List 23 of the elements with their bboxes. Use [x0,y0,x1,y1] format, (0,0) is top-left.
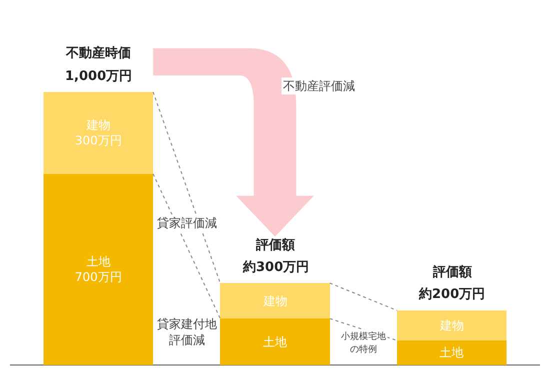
data-label: 建物 300万円 [74,118,122,148]
total-label: 1,000万円 [65,69,132,84]
annotation: 評価額 [255,237,295,253]
bar [220,318,330,365]
annotation: 評価額 [432,264,472,280]
total-label: 約300万円 [242,260,310,275]
data-label: 土地 [440,346,464,360]
text: 不動産時価 [65,45,131,61]
bar [396,340,506,365]
data-label: 土地 700万円 [74,254,122,284]
annotation: 小規模宅地 [341,331,386,342]
bar [44,174,154,365]
bar [396,310,506,340]
data-label: 建物 [439,318,464,332]
annotation: の特例 [350,344,377,355]
annotation: 貸家評価減 [157,216,217,230]
data-label: 建物 [262,294,288,308]
annotation: 評価減 [169,333,205,347]
annotation: 不動産評価減 [283,79,355,93]
bar [220,283,330,319]
data-label: 土地 [263,334,287,349]
annotation: 貸家建付地 [157,317,217,331]
total-label: 約200万円 [418,287,486,302]
